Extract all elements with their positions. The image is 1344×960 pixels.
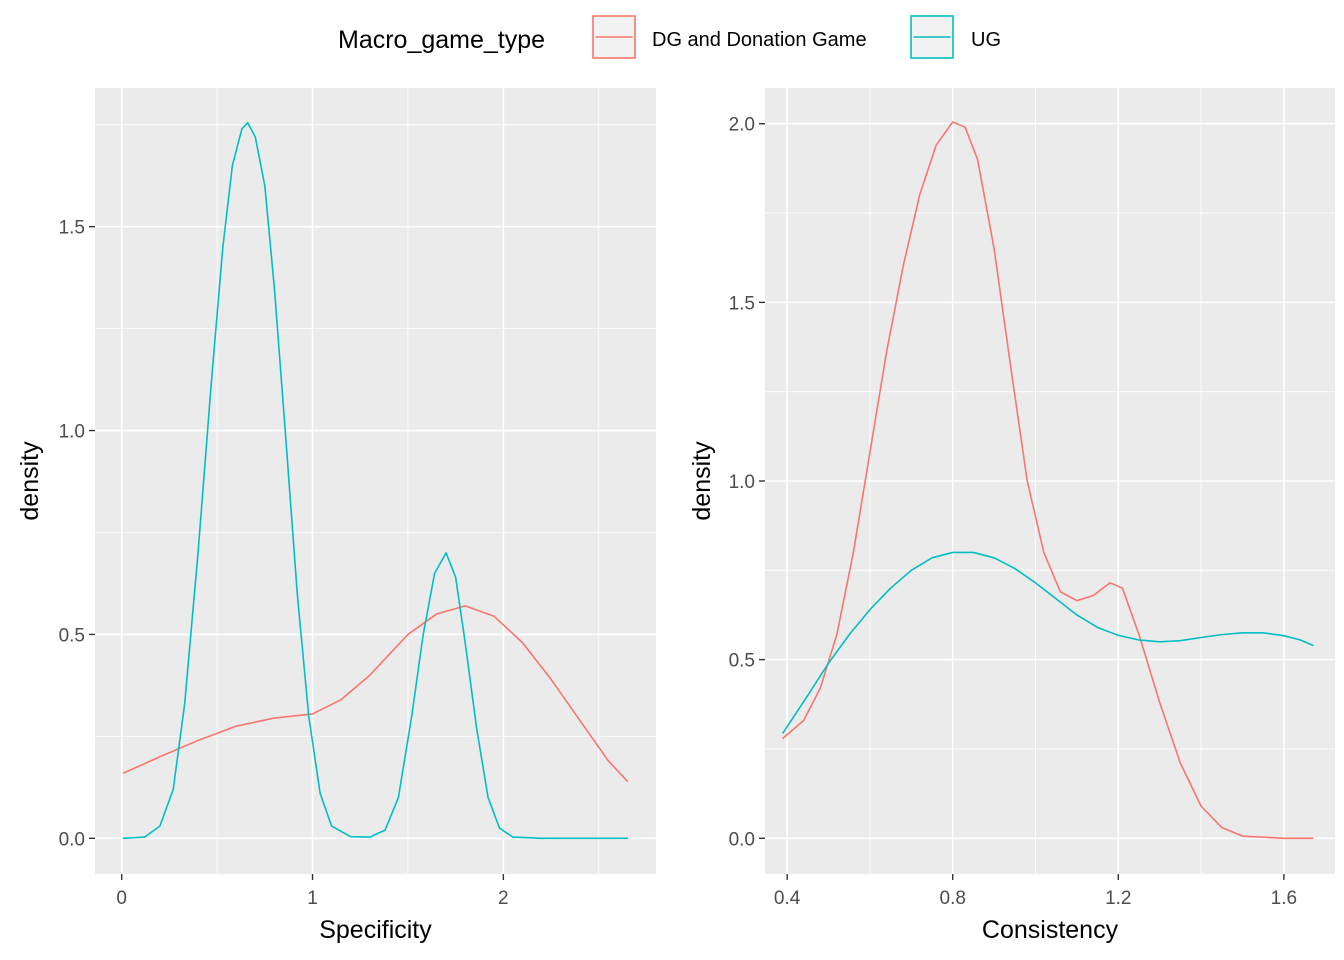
x-tick-label: 0 (116, 888, 127, 909)
y-tick-label: 1.0 (59, 422, 85, 443)
x-tick-label: 1.2 (1105, 888, 1131, 909)
series-line-ug (122, 121, 629, 840)
y-axis-title: density (688, 441, 716, 521)
series-line-dg-and-donation-game (782, 121, 1314, 840)
y-tick-label: 1.5 (729, 293, 755, 314)
legend-label-dg: DG and Donation Game (652, 29, 867, 51)
legend-label-ug: UG (971, 29, 1001, 51)
y-tick-label: 0.5 (59, 625, 85, 646)
legend-item-ug: UG (910, 15, 1001, 59)
legend: Macro_game_type DG and Donation Game UG (338, 15, 1001, 59)
x-axis-title: Specificity (319, 916, 432, 944)
x-tick-label: 0.8 (940, 888, 966, 909)
y-tick-label: 0.5 (729, 651, 755, 672)
x-tick-label: 2 (498, 888, 509, 909)
specificity-density-panel: 0 1 2 0.0 0.5 1.0 1.5 Specificity density (16, 88, 656, 944)
x-tick-label: 1 (307, 888, 318, 909)
panel-background (95, 88, 656, 874)
y-tick-label: 0.0 (729, 829, 755, 850)
x-axis-title: Consistency (982, 916, 1119, 944)
y-axis-title: density (16, 441, 44, 521)
y-tick-label: 1.0 (729, 472, 755, 493)
x-tick-label: 1.6 (1271, 888, 1297, 909)
y-tick-label: 2.0 (729, 115, 755, 136)
consistency-density-panel: 0.4 0.8 1.2 1.6 0.0 0.5 1.0 1.5 2.0 Consistency de… (688, 88, 1335, 944)
series-line-ug (782, 551, 1314, 734)
x-tick-label: 0.4 (774, 888, 801, 909)
y-tick-label: 0.0 (59, 829, 85, 850)
legend-item-dg: DG and Donation Game (592, 15, 867, 59)
legend-title: Macro_game_type (338, 26, 545, 54)
y-tick-label: 1.5 (59, 218, 85, 239)
series-line-dg-and-donation-game (122, 605, 629, 783)
